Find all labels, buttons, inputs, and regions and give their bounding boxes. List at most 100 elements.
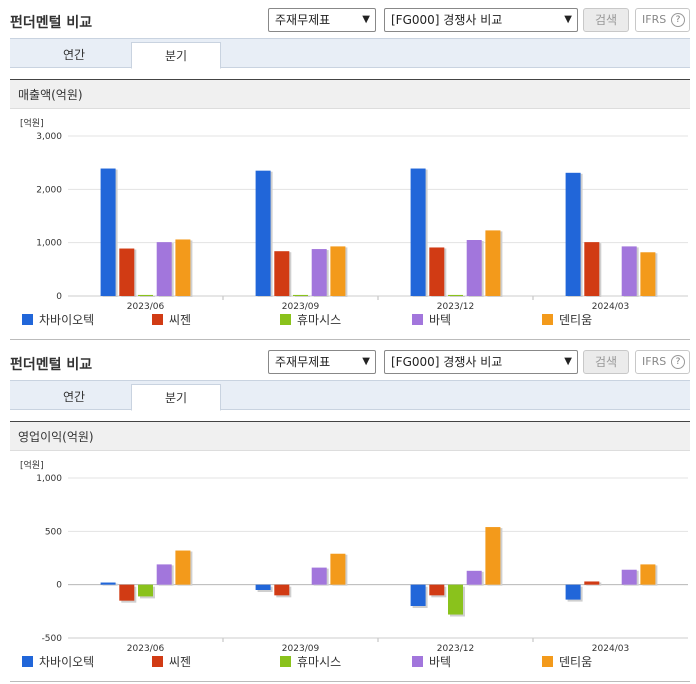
bar-씨젠-2023-06[interactable]	[119, 584, 135, 601]
bar-씨젠-2024-03[interactable]	[584, 581, 600, 585]
legend-item-씨젠[interactable]: 씨젠	[152, 655, 191, 671]
bar-덴티움-2023-06[interactable]	[175, 550, 191, 585]
x-tick-label: 2023/12	[437, 644, 474, 652]
legend-swatch	[542, 314, 553, 325]
chevron-down-icon: ▼	[362, 14, 370, 25]
bar-바텍-2024-03[interactable]	[621, 569, 637, 585]
fundamental-panel-revenue: 펀더멘털 비교 주재무제표 ▼ [FG000] 경쟁사 비교 ▼ 검색 IFRS…	[10, 8, 690, 340]
bar-휴마시스-2023-06[interactable]	[138, 584, 153, 597]
statement-type-select[interactable]: 주재무제표 ▼	[268, 350, 376, 374]
revenue-bar-chart: [억원] 0 1,000 2,000 3,000 2023/06 2023/09 2023/1…	[20, 117, 688, 310]
legend-label: 바텍	[429, 655, 452, 669]
y-tick-label: 0	[56, 581, 62, 591]
y-tick-label: 1,000	[36, 239, 62, 249]
statement-type-value: 주재무제표	[275, 13, 331, 27]
legend-swatch	[280, 314, 291, 325]
chart-title: 영업이익(억원)	[10, 421, 690, 451]
bar-덴티움-2023-09[interactable]	[330, 246, 346, 296]
panel-header: 펀더멘털 비교 주재무제표 ▼ [FG000] 경쟁사 비교 ▼ 검색 IFRS…	[10, 342, 690, 374]
bar-차바이오텍-2023-06[interactable]	[100, 168, 116, 296]
comparison-select[interactable]: [FG000] 경쟁사 비교 ▼	[384, 350, 578, 374]
bar-휴마시스-2023-12[interactable]	[448, 584, 463, 615]
legend-item-바텍[interactable]: 바텍	[412, 313, 451, 329]
operating-profit-bar-chart: [억원] -500 0 500 1,000 2023/06 2023/09 2023/12 20…	[20, 459, 688, 652]
bar-덴티움-2023-06[interactable]	[175, 239, 191, 296]
bar-씨젠-2023-12[interactable]	[429, 584, 445, 596]
bar-휴마시스-2023-12[interactable]	[448, 294, 463, 296]
bar-씨젠-2023-09[interactable]	[274, 251, 290, 296]
legend-item-씨젠[interactable]: 씨젠	[152, 313, 191, 329]
bar-차바이오텍-2024-03[interactable]	[565, 584, 581, 600]
legend-item-덴티움[interactable]: 덴티움	[542, 655, 592, 671]
x-tick-label: 2023/09	[282, 302, 320, 310]
bar-바텍-2023-12[interactable]	[466, 570, 482, 585]
ifrs-button[interactable]: IFRS ?	[635, 8, 690, 32]
bar-바텍-2023-09[interactable]	[311, 249, 327, 296]
bar-씨젠-2023-09[interactable]	[274, 584, 290, 596]
statement-type-select[interactable]: 주재무제표 ▼	[268, 8, 376, 32]
bar-차바이오텍-2024-03[interactable]	[565, 172, 581, 296]
legend-item-휴마시스[interactable]: 휴마시스	[280, 313, 341, 329]
help-icon[interactable]: ?	[671, 355, 685, 369]
bar-덴티움-2023-12[interactable]	[485, 527, 501, 585]
legend-label: 씨젠	[169, 655, 192, 669]
bar-바텍-2023-12[interactable]	[466, 240, 482, 296]
y-tick-label: 3,000	[36, 132, 62, 142]
bar-차바이오텍-2023-09[interactable]	[255, 170, 271, 296]
bar-덴티움-2023-09[interactable]	[330, 553, 346, 585]
bar-차바이오텍-2023-06[interactable]	[100, 582, 116, 585]
legend-item-휴마시스[interactable]: 휴마시스	[280, 655, 341, 671]
bar-덴티움-2024-03[interactable]	[640, 252, 656, 296]
bar-바텍-2023-06[interactable]	[156, 564, 172, 585]
y-unit-label: [억원]	[20, 117, 44, 129]
comparison-select[interactable]: [FG000] 경쟁사 비교 ▼	[384, 8, 578, 32]
y-tick-label: 1,000	[36, 474, 62, 484]
bar-shadow	[450, 295, 465, 297]
bar-shadow	[140, 295, 155, 297]
divider	[10, 681, 690, 682]
help-icon[interactable]: ?	[671, 13, 685, 27]
bar-차바이오텍-2023-12[interactable]	[410, 584, 426, 606]
panel-title: 펀더멘털 비교	[10, 15, 93, 31]
comparison-value: [FG000] 경쟁사 비교	[391, 355, 503, 369]
bar-휴마시스-2023-09[interactable]	[293, 294, 308, 296]
legend-swatch	[152, 314, 163, 325]
legend-swatch	[412, 314, 423, 325]
bar-씨젠-2024-03[interactable]	[584, 242, 600, 296]
legend-item-차바이오텍[interactable]: 차바이오텍	[22, 655, 94, 671]
legend-label: 휴마시스	[297, 655, 342, 669]
bar-덴티움-2023-12[interactable]	[485, 230, 501, 296]
bar-씨젠-2023-12[interactable]	[429, 247, 445, 296]
search-button[interactable]: 검색	[583, 350, 629, 374]
bar-바텍-2023-09[interactable]	[311, 567, 327, 585]
bar-휴마시스-2023-06[interactable]	[138, 294, 153, 296]
ifrs-button[interactable]: IFRS ?	[635, 350, 690, 374]
tab-annual[interactable]: 연간	[62, 390, 86, 404]
legend-label: 씨젠	[169, 313, 192, 327]
legend-item-덴티움[interactable]: 덴티움	[542, 313, 592, 329]
fundamental-panel-operating-profit: 펀더멘털 비교 주재무제표 ▼ [FG000] 경쟁사 비교 ▼ 검색 IFRS…	[0, 342, 696, 684]
legend-label: 덴티움	[559, 313, 593, 327]
tab-quarterly[interactable]: 분기	[131, 384, 221, 411]
bar-바텍-2024-03[interactable]	[621, 246, 637, 296]
x-tick-label: 2023/09	[282, 644, 320, 652]
y-unit-label: [억원]	[20, 459, 44, 471]
tab-annual[interactable]: 연간	[62, 48, 86, 62]
y-tick-label: 500	[45, 527, 62, 537]
legend-item-차바이오텍[interactable]: 차바이오텍	[22, 313, 94, 329]
bar-씨젠-2023-06[interactable]	[119, 248, 135, 296]
search-button[interactable]: 검색	[583, 8, 629, 32]
bar-차바이오텍-2023-12[interactable]	[410, 168, 426, 296]
chevron-down-icon: ▼	[564, 14, 572, 25]
divider	[10, 339, 690, 340]
bar-차바이오텍-2023-09[interactable]	[255, 584, 271, 590]
legend-item-바텍[interactable]: 바텍	[412, 655, 451, 671]
x-tick-label: 2024/03	[592, 644, 629, 652]
x-tick-label: 2023/12	[437, 302, 474, 310]
x-tick-label: 2024/03	[592, 302, 629, 310]
bar-덴티움-2024-03[interactable]	[640, 564, 656, 585]
legend-swatch	[412, 656, 423, 667]
bar-바텍-2023-06[interactable]	[156, 242, 172, 296]
tab-quarterly[interactable]: 분기	[131, 42, 221, 69]
y-tick-label: 2,000	[36, 185, 62, 195]
